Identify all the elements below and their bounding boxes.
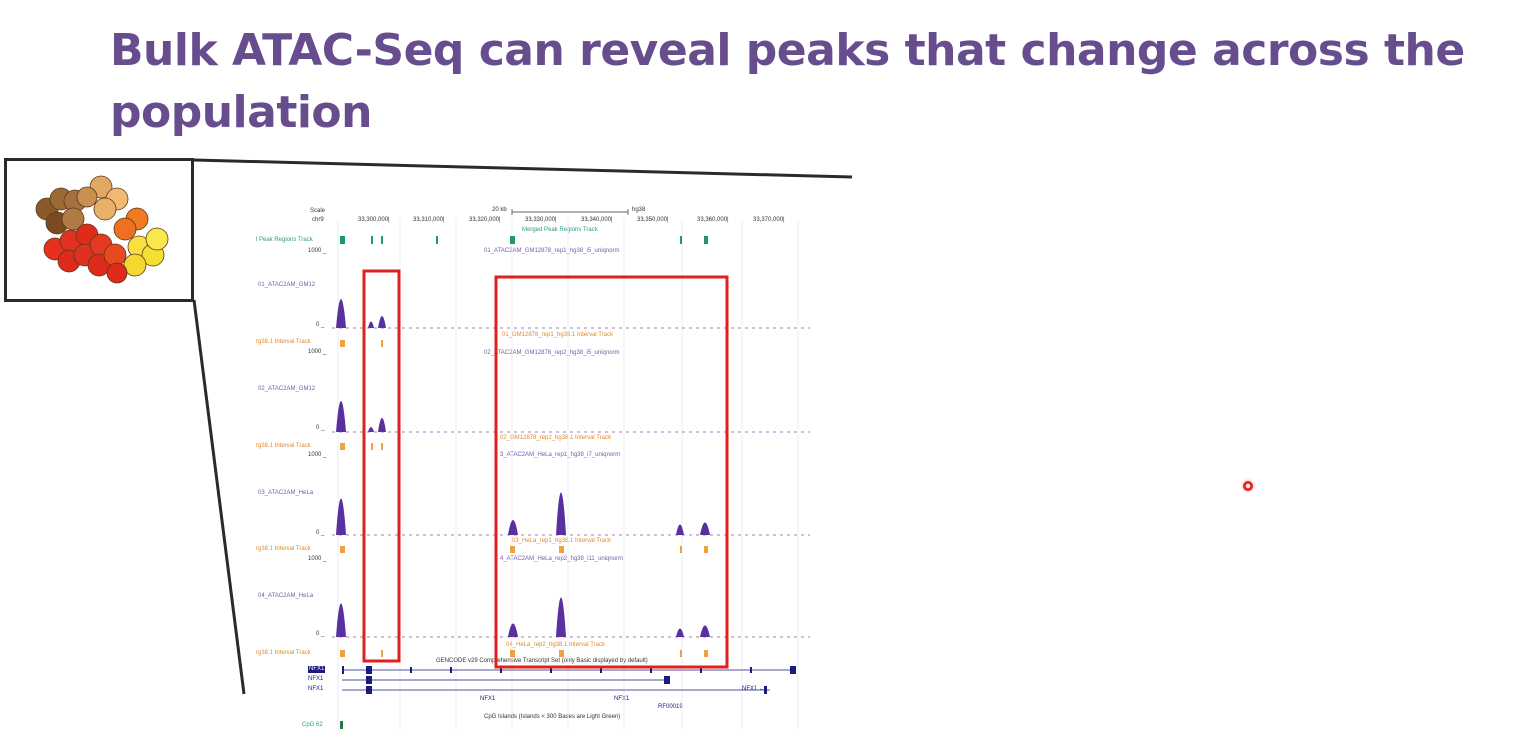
track-scale-max: 1000 _ <box>308 349 327 355</box>
position-tick: 33,360,000| <box>697 217 729 223</box>
merged-track-label: l Peak Regions Track <box>256 237 313 243</box>
track-label: 01_ATAC2AM_GM12 <box>258 282 316 288</box>
track-scale-min: 0 _ <box>316 322 325 328</box>
interval-track-title: 03_HeLa_rep1_hg38.1 Interval Track <box>512 538 612 544</box>
assembly-label: hg38 <box>632 207 646 213</box>
interval-track-label: rg38.1 Interval Track <box>256 443 311 449</box>
track-title: 01_ATAC2AM_GM12878_rep1_hg38_i5_uniqnorm <box>484 248 620 254</box>
gencode-title: GENCODE v29 Comprehensive Transcript Set… <box>436 658 648 664</box>
cell-cluster-icon <box>35 175 169 284</box>
gene-row-label: NFX1 <box>308 666 326 673</box>
track-title: 3_ATAC2AM_HeLa_rep1_hg38_i7_uniqnorm <box>500 452 621 458</box>
cpg-label: CpG 62 <box>302 722 323 728</box>
slide-title: Bulk ATAC-Seq can reveal peaks that chan… <box>110 25 1465 138</box>
laser-pointer-icon <box>1243 481 1253 491</box>
track-scale-max: 1000 _ <box>308 248 327 254</box>
gene-label: NFX1 <box>614 696 630 702</box>
interval-track-label: rg38.1 Interval Track <box>256 650 311 656</box>
gene-label: NFX1 ← <box>742 686 766 692</box>
track-label: 03_ATAC2AM_HeLa <box>258 490 314 496</box>
interval-track-label: rg38.1 Interval Track <box>256 546 311 552</box>
track-scale-max: 1000 _ <box>308 452 327 458</box>
scale-bar-text: 20 kb <box>492 207 507 213</box>
interval-track-title: 02_GM12878_rep2_hg38.1 Interval Track <box>500 435 612 441</box>
track-label: 04_ATAC2AM_HeLa <box>258 593 314 599</box>
position-tick: 33,310,000| <box>413 217 445 223</box>
position-tick: 33,370,000| <box>753 217 785 223</box>
track-scale-min: 0 _ <box>316 631 325 637</box>
position-tick: 33,330,000| <box>525 217 557 223</box>
genome-tracks <box>332 209 810 730</box>
interval-track-label: rg38.1 Interval Track <box>256 339 311 345</box>
position-tick: 33,350,000| <box>637 217 669 223</box>
track-scale-min: 0 _ <box>316 530 325 536</box>
interval-track-title: 01_GM12878_rep1_hg38.1 Interval Track <box>502 332 614 338</box>
gene-label: RF00019 <box>658 704 683 710</box>
merged-track-title: Merged Peak Regions Track <box>522 227 598 233</box>
track-scale-min: 0 _ <box>316 425 325 431</box>
cpg-title: CpG Islands (Islands < 300 Bases are Lig… <box>484 714 621 720</box>
gene-row-label: NFX1 <box>308 676 324 682</box>
position-tick: 33,320,000| <box>469 217 501 223</box>
track-title: 4_ATAC2AM_HeLa_rep2_hg38_i11_uniqnorm <box>500 556 624 562</box>
track-scale-max: 1000 _ <box>308 556 327 562</box>
position-tick: 33,340,000| <box>581 217 613 223</box>
chromosome-label: chr9 <box>312 217 324 223</box>
track-title: 02_ATAC2AM_GM12878_rep2_hg38_i5_uniqnorm <box>484 350 620 356</box>
cell-cluster-panel <box>4 158 194 302</box>
position-tick: 33,300,000| <box>358 217 390 223</box>
genome-browser: Scale chr9 20 kb hg38 33,300,000| 33,310… <box>250 200 810 735</box>
scale-label: Scale <box>310 208 326 214</box>
track-label: 02_ATAC2AM_GM12 <box>258 386 316 392</box>
gene-label: NFX1 <box>480 696 496 702</box>
interval-track-title: 04_HeLa_rep2_hg38.1 Interval Track <box>506 642 606 648</box>
gene-row-label: NFX1 <box>308 686 324 692</box>
